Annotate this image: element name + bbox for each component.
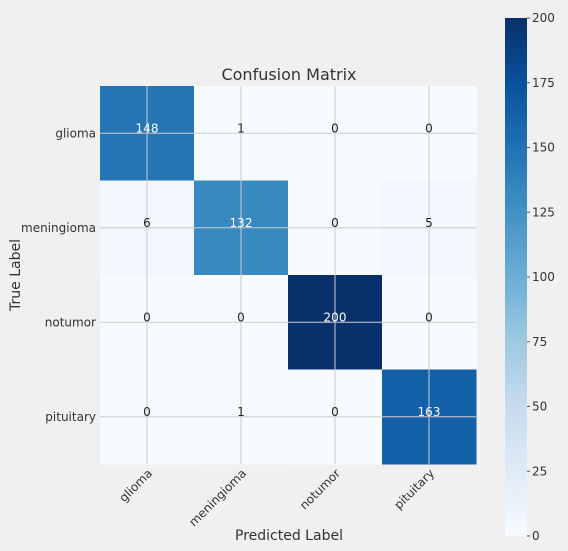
colorbar-tick-label: 75 <box>532 335 547 349</box>
cell-value-label: 0 <box>425 121 433 135</box>
cell-value-label: 5 <box>425 216 433 230</box>
cell-value-labels: 148 1 0 0 6 132 0 5 0 0 200 0 0 1 0 163 <box>136 121 441 419</box>
colorbar-tick-label: 50 <box>532 400 547 414</box>
cell-value-label: 0 <box>143 405 151 419</box>
colorbar <box>505 18 527 536</box>
x-axis-label: Predicted Label <box>235 528 343 544</box>
cell-value-label: 0 <box>331 121 339 135</box>
cell-value-label: 0 <box>237 310 245 324</box>
cell-value-label: 1 <box>237 121 245 135</box>
y-tick-label: meningioma <box>21 221 96 235</box>
cell-value-label: 132 <box>230 216 253 230</box>
y-tick-label: pituitary <box>45 410 96 424</box>
cell-value-label: 163 <box>418 405 441 419</box>
colorbar-tick-label: 100 <box>532 270 555 284</box>
grid-lines <box>100 86 476 464</box>
colorbar-tick-label: 150 <box>532 141 555 155</box>
cell-value-label: 148 <box>136 121 159 135</box>
colorbar-tick-label: 200 <box>532 11 555 25</box>
colorbar-tick-label: 0 <box>532 529 540 543</box>
colorbar-tick-label: 175 <box>532 76 555 90</box>
colorbar-tick-label: 25 <box>532 464 547 478</box>
cell-value-label: 200 <box>324 310 347 324</box>
cell-value-label: 0 <box>425 310 433 324</box>
cell-value-label: 1 <box>237 405 245 419</box>
y-axis-label: True Label <box>8 239 24 312</box>
colorbar-tick-label: 125 <box>532 205 555 219</box>
y-tick-label: notumor <box>45 315 96 329</box>
y-tick-labels: glioma meningioma notumor pituitary <box>21 126 96 424</box>
cell-value-label: 0 <box>331 405 339 419</box>
y-tick-label: glioma <box>55 126 96 140</box>
colorbar-tick-labels: 0 25 50 75 100 125 150 175 200 <box>527 11 555 543</box>
chart-title: Confusion Matrix <box>221 65 356 84</box>
cell-value-label: 6 <box>143 216 151 230</box>
cell-value-label: 0 <box>143 310 151 324</box>
cell-value-label: 0 <box>331 216 339 230</box>
